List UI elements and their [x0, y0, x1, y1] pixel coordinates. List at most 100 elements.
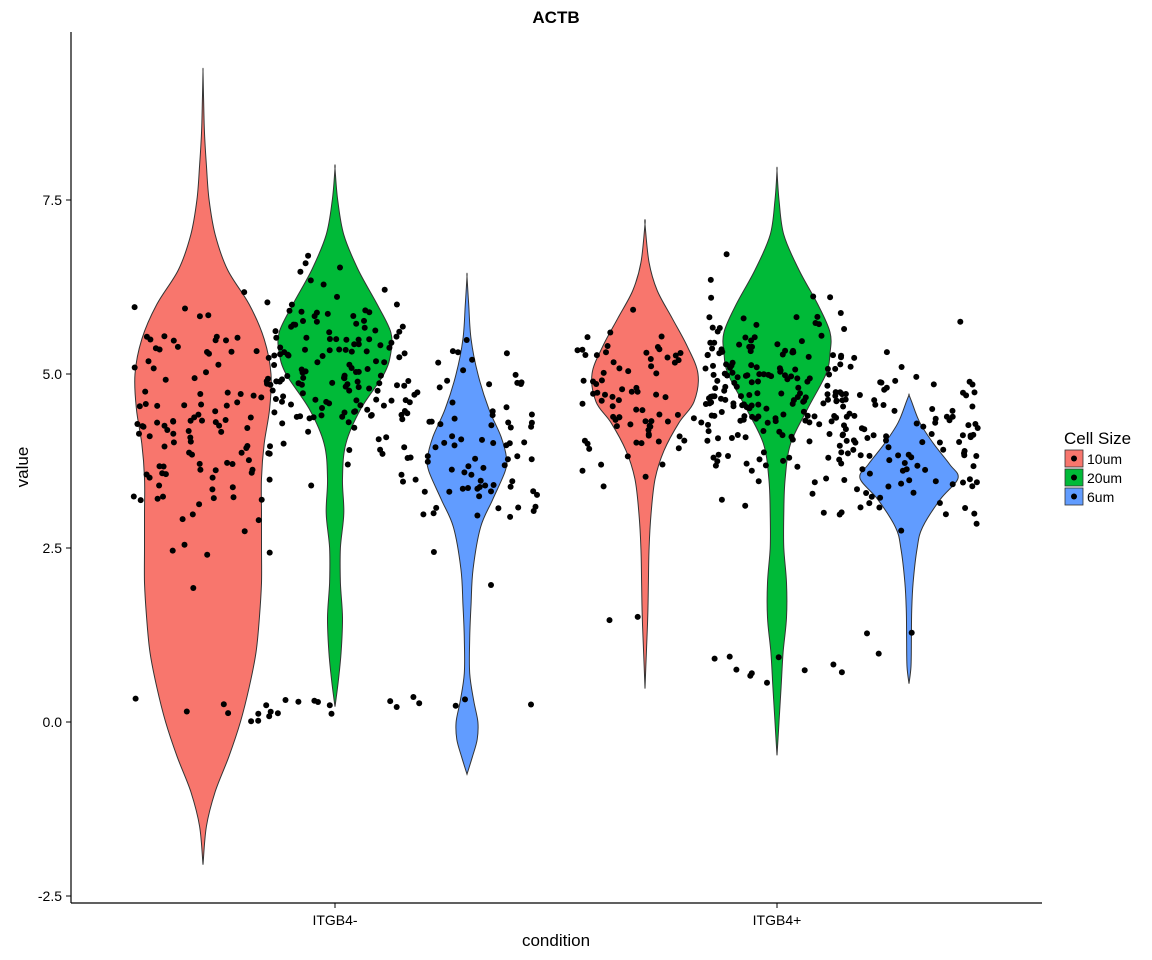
data-point — [216, 422, 223, 429]
data-point — [789, 436, 796, 443]
data-point — [606, 617, 613, 624]
data-point — [277, 344, 284, 351]
data-point — [671, 359, 678, 366]
data-point — [479, 436, 485, 443]
data-point — [156, 463, 163, 470]
data-point — [441, 439, 448, 446]
data-point — [710, 454, 717, 461]
data-point — [355, 384, 362, 391]
data-point — [825, 454, 832, 461]
data-point — [281, 349, 288, 356]
data-point — [824, 391, 831, 398]
data-point — [248, 718, 255, 725]
data-point — [244, 443, 251, 449]
data-point — [506, 440, 513, 447]
data-point — [272, 328, 279, 335]
data-point — [949, 407, 956, 414]
data-point — [928, 431, 935, 437]
y-tick-label: 0.0 — [43, 714, 63, 730]
data-point — [711, 393, 718, 400]
data-point — [191, 375, 198, 382]
data-point — [530, 488, 537, 495]
data-point — [361, 317, 367, 324]
data-point — [362, 307, 369, 314]
data-point — [430, 549, 437, 555]
data-point — [705, 428, 712, 435]
data-point — [901, 460, 908, 466]
data-point — [647, 356, 654, 362]
data-point — [728, 435, 735, 441]
data-point — [366, 385, 373, 392]
data-point — [857, 504, 864, 511]
data-point — [756, 371, 763, 378]
data-point — [288, 401, 294, 408]
data-point — [324, 310, 331, 317]
data-point — [263, 702, 270, 709]
data-point — [824, 382, 831, 389]
data-point — [814, 313, 821, 320]
data-point — [825, 396, 831, 403]
data-point — [878, 379, 885, 386]
data-point — [162, 376, 169, 383]
data-point — [507, 513, 514, 520]
data-point — [507, 424, 514, 431]
data-point — [875, 650, 882, 657]
data-point — [355, 341, 362, 348]
data-point — [267, 443, 273, 450]
data-point — [393, 333, 400, 340]
data-point — [465, 463, 472, 470]
data-point — [910, 489, 917, 496]
data-point — [274, 710, 281, 717]
data-point — [721, 387, 728, 394]
data-point — [387, 698, 394, 705]
data-point — [812, 320, 819, 326]
data-point — [736, 341, 743, 348]
data-point — [534, 491, 540, 498]
data-point — [748, 337, 755, 344]
data-point — [866, 470, 873, 477]
data-point — [351, 341, 358, 348]
data-point — [424, 453, 431, 460]
data-point — [760, 371, 767, 378]
data-point — [624, 453, 631, 460]
data-point — [305, 252, 312, 259]
data-point — [642, 418, 649, 425]
data-point — [973, 520, 980, 527]
data-point — [885, 444, 892, 451]
data-point — [380, 402, 387, 409]
data-point — [824, 365, 831, 372]
data-point — [480, 464, 487, 471]
data-point — [877, 494, 884, 501]
data-point — [314, 359, 321, 366]
data-point — [308, 482, 315, 489]
data-point — [509, 478, 516, 485]
data-point — [209, 474, 216, 481]
data-point — [837, 389, 844, 396]
data-point — [300, 318, 306, 324]
data-point — [199, 417, 205, 424]
data-point — [305, 428, 312, 435]
data-point — [229, 461, 236, 467]
data-point — [320, 281, 327, 288]
data-point — [255, 717, 262, 724]
data-point — [876, 504, 883, 511]
y-axis-label: value — [13, 447, 32, 488]
data-point — [142, 401, 149, 407]
data-point — [150, 365, 157, 372]
data-point — [742, 372, 749, 379]
y-tick-label: 2.5 — [43, 540, 63, 556]
x-tick-label: ITGB4+ — [753, 912, 802, 928]
data-point — [866, 500, 873, 507]
data-point — [348, 348, 355, 355]
data-point — [170, 430, 177, 437]
data-point — [307, 277, 314, 284]
data-point — [832, 392, 839, 399]
data-point — [721, 370, 728, 377]
data-point — [743, 460, 750, 467]
data-point — [351, 424, 358, 431]
data-point — [346, 447, 353, 453]
data-point — [234, 399, 241, 406]
data-point — [830, 352, 836, 359]
data-point — [792, 366, 799, 373]
data-point — [610, 413, 617, 420]
